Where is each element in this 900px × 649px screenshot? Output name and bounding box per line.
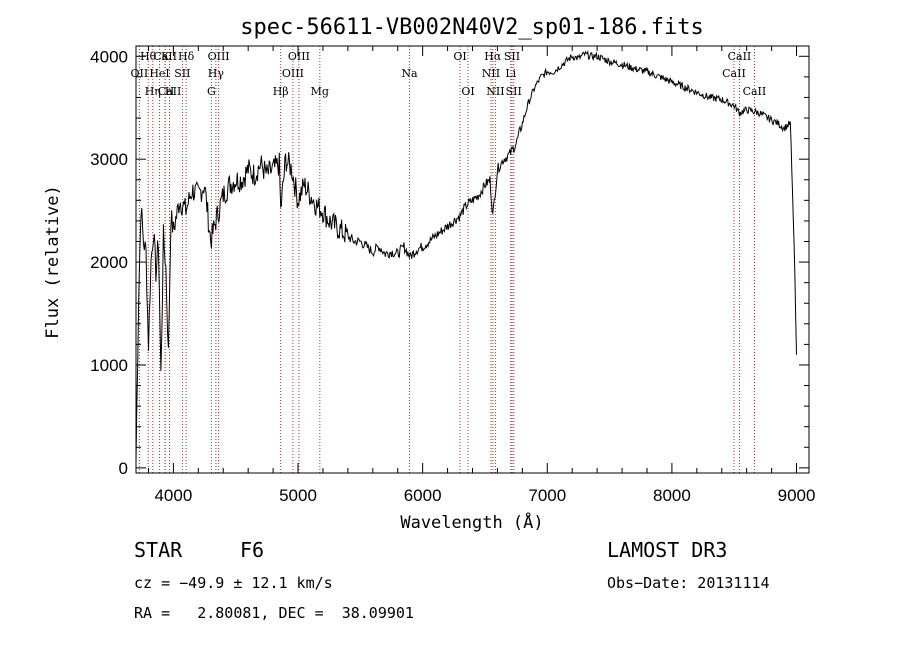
x-tick-label: 5000 — [279, 486, 317, 505]
spectral-line-label: OI — [461, 85, 474, 98]
x-tick-label: 6000 — [404, 486, 442, 505]
x-tick-label: 8000 — [653, 486, 691, 505]
survey-name: LAMOST DR3 — [607, 538, 728, 562]
spectral-line-label: NII — [486, 85, 504, 98]
spectral-line-markers — [138, 46, 755, 473]
spectral-line-label: Hγ — [208, 67, 225, 80]
coordinates: RA = 2.80081, DEC = 38.09901 — [134, 604, 414, 622]
y-axis-ticks: 0 1000 2000 3000 4000 — [90, 47, 809, 478]
spectral-line-label: Hβ — [273, 85, 289, 98]
object-subclass: F6 — [240, 538, 265, 562]
x-axis-ticks: 4000 5000 6000 7000 8000 9000 — [147, 46, 816, 505]
spectral-line-label: OIII — [288, 50, 310, 63]
spectral-line-label: Hα — [484, 50, 502, 63]
spectral-line-label: G — [207, 85, 216, 98]
spectral-line-label: CaII — [728, 50, 752, 63]
chart-title: spec-56611-VB002N40V2_sp01-186.fits — [240, 15, 704, 40]
spectral-line-label: CaII — [722, 67, 746, 80]
spectral-line-labels: HθOIICaIICaIIHηHeIKHHδSIIGHγOIIIHβOIIIOI… — [131, 50, 767, 98]
object-class: STAR — [134, 538, 183, 562]
x-tick-label: 4000 — [154, 486, 192, 505]
y-tick-label: 1000 — [90, 356, 128, 375]
spectral-line-label: NII — [482, 67, 500, 80]
y-tick-label: 2000 — [90, 253, 128, 272]
flux-series-line — [135, 49, 797, 462]
spectral-line-label: OIII — [208, 50, 230, 63]
y-axis-label: Flux (relative) — [43, 185, 63, 339]
spectral-line-label: CaII — [158, 85, 182, 98]
spectral-line-label: OIII — [282, 67, 304, 80]
x-tick-label: 7000 — [528, 486, 566, 505]
plot-frame — [135, 45, 810, 474]
y-tick-label: 0 — [119, 459, 128, 478]
spectral-line-label: SII — [504, 50, 520, 63]
observation-date: Obs−Date: 20131114 — [607, 574, 770, 592]
spectral-line-label: HeI — [149, 67, 169, 80]
spectral-line-label: OI — [453, 50, 466, 63]
spectral-line-label: Mg — [311, 85, 329, 98]
spectral-line-label: Li — [505, 67, 516, 80]
spectral-line-label: SII — [174, 67, 190, 80]
spectral-line-label: Hη — [145, 85, 161, 98]
y-tick-label: 4000 — [90, 47, 128, 66]
spectral-line-label: CaII — [153, 50, 177, 63]
spectral-line-label: K — [161, 50, 170, 63]
redshift-velocity: cz = −49.9 ± 12.1 km/s — [134, 574, 333, 592]
x-axis-label: Wavelength (Å) — [400, 511, 543, 533]
spectral-line-label: Na — [401, 67, 418, 80]
x-tick-label: 9000 — [778, 486, 816, 505]
spectral-line-label: H — [165, 85, 175, 98]
spectral-line-label: CaII — [743, 85, 767, 98]
spectral-line-label: OII — [131, 67, 149, 80]
y-tick-label: 3000 — [90, 150, 128, 169]
spectral-line-label: Hδ — [178, 50, 195, 63]
spectral-line-label: SII — [506, 85, 522, 98]
spectral-line-label: Hθ — [140, 50, 157, 63]
